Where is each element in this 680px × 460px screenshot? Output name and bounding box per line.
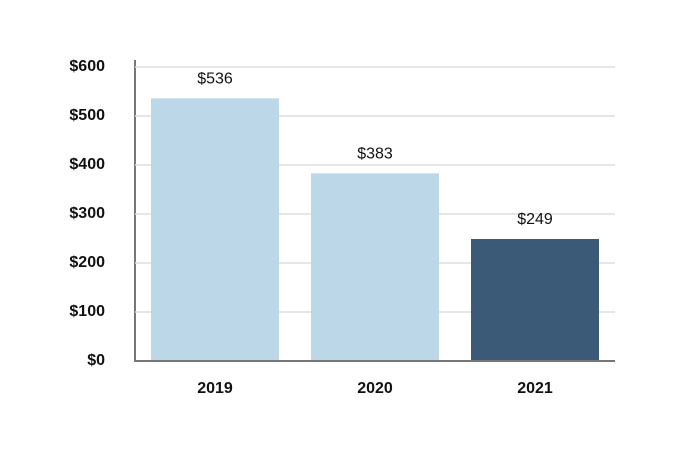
y-tick-label: $200 [69, 254, 105, 271]
y-tick-label: $600 [69, 58, 105, 75]
bar [311, 173, 439, 361]
value-label: $383 [357, 146, 393, 163]
value-label: $249 [517, 211, 553, 228]
y-tick-label: $500 [69, 107, 105, 124]
bar [151, 98, 279, 362]
y-tick-label: $100 [69, 303, 105, 320]
y-tick-label: $0 [87, 352, 105, 369]
value-label: $536 [197, 71, 233, 88]
x-tick-label: 2019 [197, 380, 233, 397]
y-tick-label: $300 [69, 205, 105, 222]
bar [471, 238, 599, 361]
x-tick-label: 2020 [357, 380, 393, 397]
x-tick-label: 2021 [517, 380, 553, 397]
y-tick-label: $400 [69, 156, 105, 173]
